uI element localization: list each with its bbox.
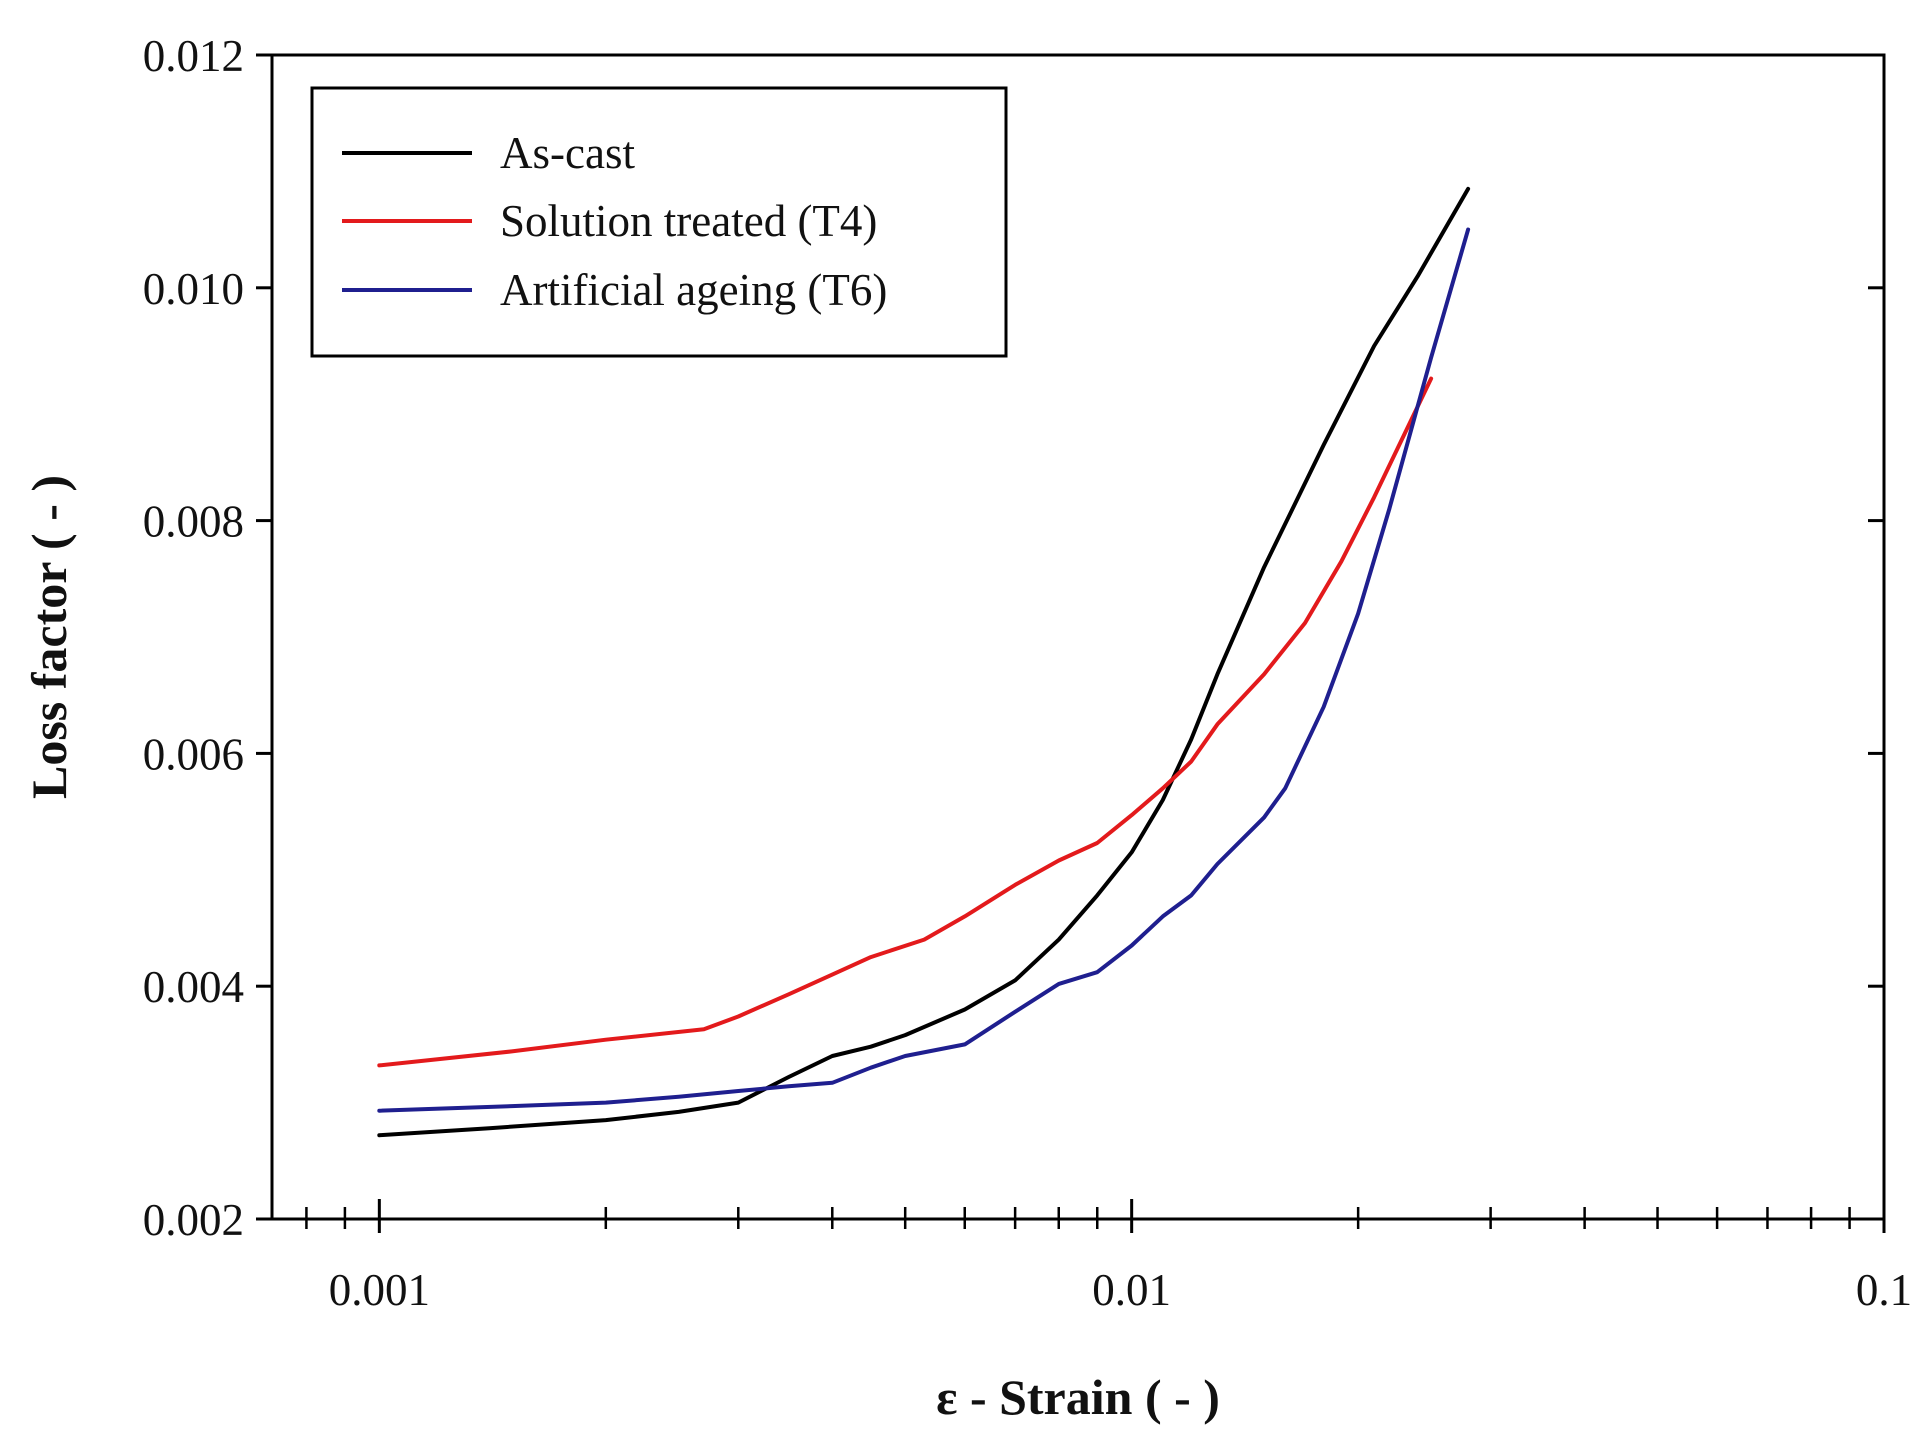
x-tick-label: 0.1 — [1856, 1265, 1912, 1315]
legend-label-as-cast: As-cast — [500, 128, 635, 178]
y-axis-title: Loss factor ( - ) — [21, 475, 77, 799]
tick-layer: 0.002 0.004 0.006 0.008 0.010 0.012 0.001 0.01 0… — [143, 31, 1912, 1315]
y-tick-label: 0.008 — [143, 497, 244, 547]
legend-label-artificial-ageing: Artificial ageing (T6) — [500, 265, 887, 315]
y-tick-label: 0.010 — [143, 264, 244, 314]
series-line-solution-treated-t4 — [377, 376, 1434, 1068]
y-tick-label: 0.012 — [143, 31, 244, 81]
x-axis-title: ε - Strain ( - ) — [936, 1369, 1220, 1425]
series-layer — [377, 186, 1471, 1138]
y-tick-label: 0.002 — [143, 1195, 244, 1245]
legend: As-cast Solution treated (T4) Artificial… — [310, 86, 1008, 358]
legend-label-solution-treated: Solution treated (T4) — [500, 196, 877, 246]
series-line-as-cast — [377, 186, 1471, 1138]
y-tick-label: 0.004 — [143, 962, 244, 1012]
x-tick-label: 0.01 — [1092, 1265, 1171, 1315]
x-tick-label: 0.001 — [329, 1265, 430, 1315]
y-tick-label: 0.006 — [143, 729, 244, 779]
plot-frame — [270, 53, 1886, 1221]
series-line-artificial-ageing-t6 — [377, 227, 1471, 1113]
